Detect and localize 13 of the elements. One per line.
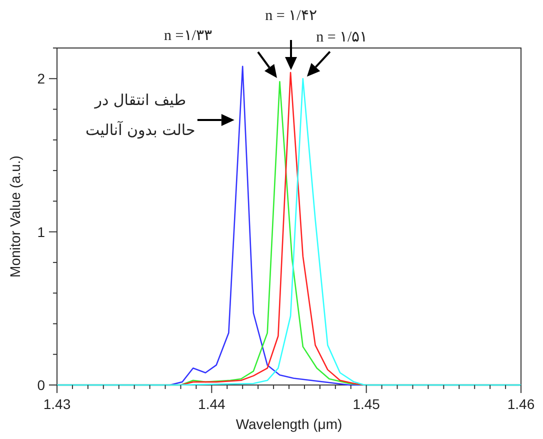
annotation: طيف انتقال در حالت بدون آناليت: [86, 90, 196, 139]
y-tick-label: 2: [37, 70, 46, 87]
text: n =۱/۳۳: [164, 28, 212, 44]
y-axis-title: Monitor Value (a.u.): [7, 156, 23, 278]
x-tick-label: 1.45: [352, 396, 380, 412]
y-tick-label: 0: [37, 377, 46, 393]
x-tick-label: 1.44: [198, 396, 226, 412]
x-axis-title: Wavelength (μm): [236, 416, 342, 432]
text: n = ۱/۴۲: [265, 8, 317, 24]
x-tick-label: 1.46: [507, 396, 535, 412]
x-tick-label: 1.43: [43, 396, 71, 412]
annotation: n = ۱/۵۱: [316, 30, 368, 46]
y-tick-label: 1: [37, 224, 46, 240]
